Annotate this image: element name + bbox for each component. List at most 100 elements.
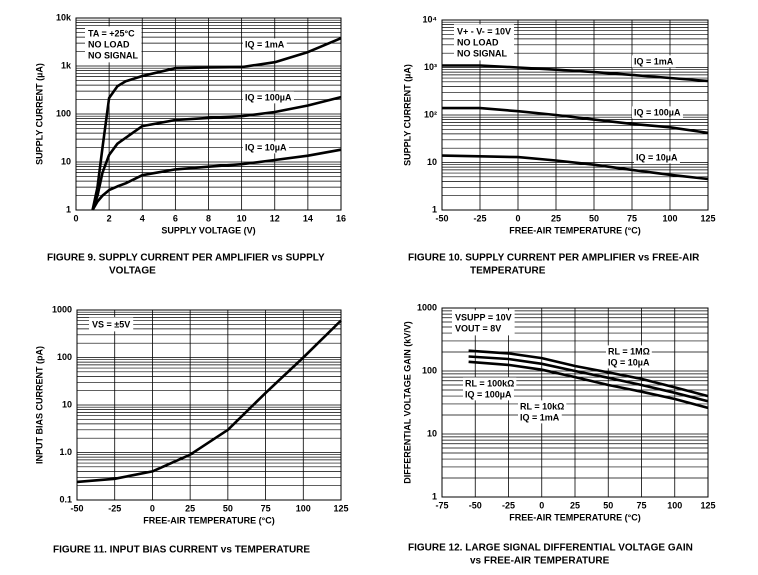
x-tick-label: -25	[473, 213, 486, 223]
x-tick-label: 25	[570, 500, 580, 510]
x-tick-label: 50	[603, 500, 613, 510]
label-background	[463, 377, 517, 390]
x-tick-label: 12	[270, 213, 280, 223]
y-tick-label: 10	[427, 428, 437, 438]
y-axis-label: INPUT BIAS CURRENT (pA)	[34, 346, 44, 464]
curve-label: IQ = 100µA	[634, 107, 681, 117]
curve	[91, 95, 342, 211]
y-tick-label: 10	[61, 156, 71, 166]
x-tick-label: -75	[435, 500, 448, 510]
x-tick-label: 125	[700, 213, 715, 223]
plot-frame	[75, 17, 342, 211]
label-background	[634, 151, 680, 164]
x-tick-label: 2	[107, 213, 112, 223]
label-background	[606, 356, 652, 369]
x-tick-label: 0	[150, 503, 155, 513]
curve-label: IQ = 100µA	[245, 92, 292, 102]
x-axis-label: FREE-AIR TEMPERATURE (°C)	[143, 515, 274, 525]
curve-label: IQ = 100µA	[465, 389, 512, 399]
y-tick-label: 1	[432, 491, 437, 501]
label-background	[632, 55, 676, 68]
curve-label: RL = 1MΩ	[608, 346, 650, 356]
curve-label: RL = 10kΩ	[520, 401, 564, 411]
plot-frame	[441, 307, 709, 498]
figure-caption: vs FREE-AIR TEMPERATURE	[470, 556, 610, 567]
x-tick-label: 0	[515, 213, 520, 223]
x-tick-label: 6	[173, 213, 178, 223]
curve-label: IQ = 1mA	[520, 412, 560, 422]
figure-caption: FIGURE 10. SUPPLY CURRENT PER AMPLIFIER …	[408, 253, 700, 264]
y-axis-label: SUPPLY CURRENT (µA)	[34, 63, 44, 165]
chart: 1 10 100 1k 10k 0 2 4 6 8 10 12 14 16 SUPPLY VOLTAGE (…	[34, 12, 346, 276]
y-tick-label: 10²	[424, 109, 437, 119]
x-tick-label: 16	[336, 213, 346, 223]
curve-label: IQ = 1mA	[245, 39, 285, 49]
y-tick-label: 1000	[417, 302, 437, 312]
x-tick-label: 50	[223, 503, 233, 513]
x-tick-label: -50	[469, 500, 482, 510]
label-background	[518, 411, 562, 424]
x-tick-label: 8	[206, 213, 211, 223]
curve	[468, 355, 709, 403]
label-background	[606, 345, 652, 358]
annotation: TA = +25°C	[88, 28, 135, 38]
curve-label: IQ = 1mA	[634, 56, 674, 66]
x-tick-label: 10	[237, 213, 247, 223]
label-background	[518, 400, 567, 413]
annotation: VOUT = 8V	[455, 323, 501, 333]
curve	[91, 37, 342, 211]
y-tick-label: 1.0	[59, 447, 72, 457]
label-background	[243, 38, 287, 51]
x-tick-label: -25	[502, 500, 515, 510]
annotation: NO LOAD	[457, 37, 499, 47]
curve-label: IQ = 10µA	[608, 357, 650, 367]
x-tick-label: -50	[435, 213, 448, 223]
x-axis-label: SUPPLY VOLTAGE (V)	[161, 225, 255, 235]
curve	[442, 106, 709, 135]
y-tick-label: 1k	[61, 60, 72, 70]
y-axis-label: SUPPLY CURRENT (µA)	[402, 64, 412, 166]
curve	[441, 154, 709, 181]
curve	[91, 148, 342, 211]
y-tick-label: 1	[432, 204, 437, 214]
label-background	[243, 141, 289, 154]
x-tick-label: 50	[589, 213, 599, 223]
x-tick-label: 125	[700, 500, 715, 510]
x-tick-label: 75	[261, 503, 271, 513]
x-tick-label: 125	[333, 503, 348, 513]
x-tick-label: 0	[539, 500, 544, 510]
curve-label: IQ = 10µA	[245, 142, 287, 152]
figure-caption: TEMPERATURE	[470, 266, 546, 277]
curve	[76, 319, 342, 484]
y-tick-label: 10	[62, 399, 72, 409]
annotation: V+ - V- = 10V	[457, 26, 511, 36]
plot-frame	[76, 309, 342, 501]
annotation: NO SIGNAL	[457, 48, 508, 58]
x-axis-label: FREE-AIR TEMPERATURE (°C)	[509, 225, 640, 235]
y-tick-label: 1	[66, 204, 71, 214]
curve	[468, 349, 709, 398]
label-background	[463, 388, 514, 401]
x-tick-label: 25	[185, 503, 195, 513]
x-tick-label: 75	[627, 213, 637, 223]
y-tick-label: 1000	[52, 304, 72, 314]
label-background	[243, 91, 294, 104]
x-tick-label: 75	[636, 500, 646, 510]
annotation: NO LOAD	[88, 39, 130, 49]
x-tick-label: -25	[108, 503, 121, 513]
figure-caption: FIGURE 9. SUPPLY CURRENT PER AMPLIFIER v…	[47, 253, 325, 264]
x-tick-label: 100	[296, 503, 311, 513]
curve-label: IQ = 10µA	[636, 152, 678, 162]
annotation-background	[89, 317, 134, 332]
x-tick-label: 100	[662, 213, 677, 223]
label-background	[632, 106, 683, 119]
annotation: VS = ±5V	[92, 319, 130, 329]
y-axis-label: DIFFERENTIAL VOLTAGE GAIN (kV/V)	[402, 321, 412, 484]
annotation-background	[452, 310, 515, 336]
curve	[468, 360, 709, 410]
x-tick-label: 25	[551, 213, 561, 223]
y-tick-label: 10k	[56, 12, 72, 22]
annotation-background	[454, 24, 515, 61]
curve-label: RL = 100kΩ	[465, 378, 514, 388]
